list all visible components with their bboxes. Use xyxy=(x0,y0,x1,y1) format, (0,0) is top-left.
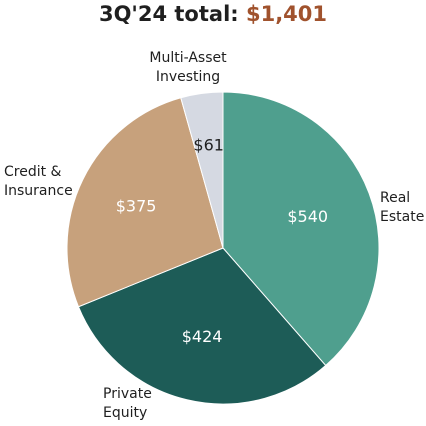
slice-value-label: $375 xyxy=(116,196,157,215)
title-prefix: 3Q'24 total: xyxy=(98,2,239,26)
slice-value-label: $61 xyxy=(193,136,224,155)
category-label-line: Insurance xyxy=(4,183,73,199)
title-total-value: $1,401 xyxy=(245,2,328,26)
pie-slice-multi-asset-investing xyxy=(180,91,224,249)
category-label-line: Real xyxy=(380,190,410,206)
pie-slices xyxy=(66,91,380,405)
category-label-line: Equity xyxy=(103,405,147,421)
category-label-line: Private xyxy=(103,386,152,402)
slice-category-label: Real Estate xyxy=(380,190,424,225)
slice-value-label: $424 xyxy=(182,327,223,346)
chart-title: 3Q'24 total: $1,401 xyxy=(0,2,426,26)
pie-slice-real-estate xyxy=(222,91,380,367)
category-label-line: Estate xyxy=(380,209,424,225)
slice-category-label: Private Equity xyxy=(103,386,152,421)
pie-slice-private-equity xyxy=(77,247,327,405)
slice-category-label: Multi-Asset Investing xyxy=(149,50,227,85)
pie-slice-credit-insurance xyxy=(66,97,224,308)
slice-category-label: Credit & Insurance xyxy=(4,164,73,199)
category-label-line: Investing xyxy=(156,69,220,85)
pie-value-labels: $540 $424 $375 $61 xyxy=(116,136,328,347)
category-label-line: Multi-Asset xyxy=(149,50,227,66)
slice-value-label: $540 xyxy=(287,207,328,226)
pie-category-labels: Real Estate Private Equity Credit & Insurance… xyxy=(4,50,424,421)
category-label-line: Credit & xyxy=(4,164,62,180)
